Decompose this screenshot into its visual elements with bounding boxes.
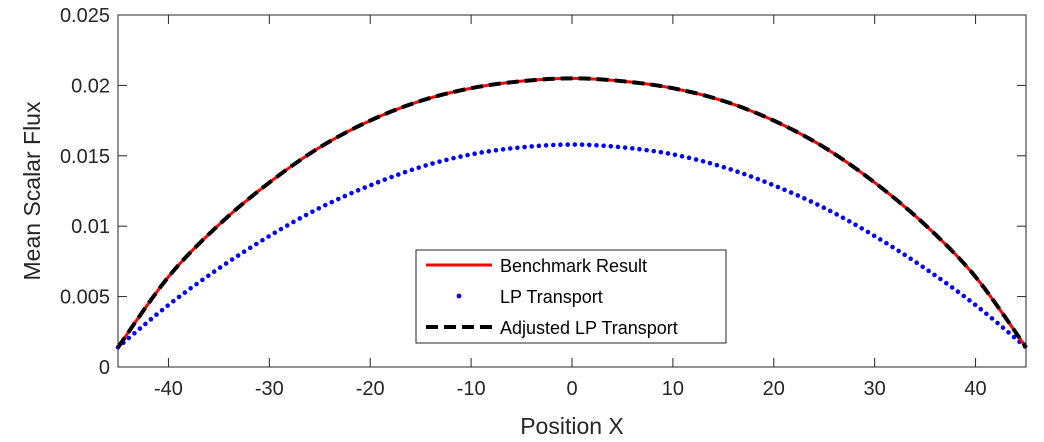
legend: Benchmark Result LP Transport Adjusted L… — [415, 249, 727, 344]
legend-label-lp-transport: LP Transport — [500, 287, 603, 307]
y-tick-label: 0.025 — [60, 5, 110, 27]
y-axis-label: Mean Scalar Flux — [19, 101, 45, 280]
y-tick-label: 0 — [99, 357, 110, 379]
legend-swatch-lp-transport — [456, 293, 462, 299]
legend-item-adjusted: Adjusted LP Transport — [426, 318, 678, 338]
x-tick-label: -20 — [356, 378, 385, 400]
x-tick-label: 40 — [964, 378, 986, 400]
y-tick-label: 0.02 — [71, 75, 110, 97]
x-tick-label: 30 — [864, 378, 886, 400]
series-adjusted-lp-transport — [116, 76, 1028, 349]
legend-item-lp-transport: LP Transport — [456, 287, 603, 307]
x-axis-label: Position X — [520, 413, 624, 439]
legend-item-benchmark: Benchmark Result — [426, 256, 647, 276]
x-tick-label: 0 — [566, 378, 577, 400]
x-tick-label: 10 — [662, 378, 684, 400]
legend-label-adjusted: Adjusted LP Transport — [500, 318, 678, 338]
legend-label-benchmark: Benchmark Result — [500, 256, 647, 276]
y-tick-label: 0.01 — [71, 216, 110, 238]
ticks-layer: -40 -30 -20 -10 0 10 20 30 40 0 0.005 0.01 0.015 0.02… — [60, 5, 1026, 400]
series-lp-transport — [115, 142, 1029, 350]
y-tick-label: 0.015 — [60, 146, 110, 168]
y-tick-label: 0.005 — [60, 287, 110, 309]
x-tick-label: 20 — [763, 378, 785, 400]
series-layer — [115, 76, 1029, 350]
x-tick-label: -10 — [457, 378, 486, 400]
x-tick-label: -30 — [255, 378, 284, 400]
x-tick-label: -40 — [154, 378, 183, 400]
